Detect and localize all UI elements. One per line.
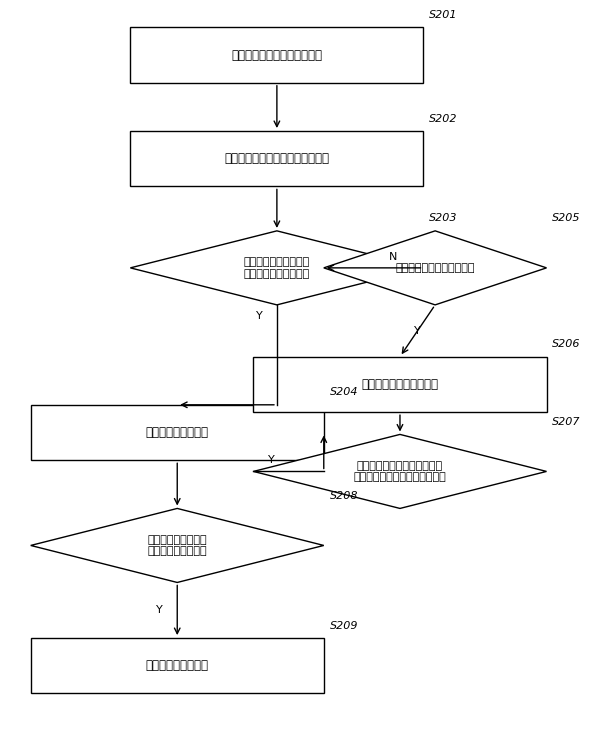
Text: 启动燃料电池发动机: 启动燃料电池发动机: [146, 426, 209, 439]
Polygon shape: [254, 435, 546, 508]
Text: S207: S207: [552, 417, 581, 427]
Text: S203: S203: [430, 213, 458, 224]
Text: 加热功率与允许持续充电功率
之和是否大于等于怠速发电功率: 加热功率与允许持续充电功率 之和是否大于等于怠速发电功率: [353, 461, 447, 482]
Text: S204: S204: [330, 387, 358, 398]
Text: Y: Y: [156, 606, 163, 615]
Text: 允许持续充电功率是否
大于等于怠速发电功率: 允许持续充电功率是否 大于等于怠速发电功率: [244, 257, 310, 279]
Text: 动力电池是否处于加热状态: 动力电池是否处于加热状态: [395, 263, 475, 273]
Text: S206: S206: [552, 340, 581, 349]
Text: Y: Y: [256, 311, 263, 321]
FancyBboxPatch shape: [130, 131, 424, 186]
Text: S205: S205: [552, 213, 581, 224]
Polygon shape: [324, 231, 546, 305]
Text: 获取动力电池的加热功率: 获取动力电池的加热功率: [362, 378, 438, 391]
Text: Y: Y: [414, 325, 421, 336]
Text: 获取动力电池的允许持续充电功率: 获取动力电池的允许持续充电功率: [224, 152, 329, 165]
Text: 停止燃料电池发动机: 停止燃料电池发动机: [146, 659, 209, 672]
Polygon shape: [130, 231, 424, 305]
Text: Y: Y: [268, 455, 274, 465]
FancyBboxPatch shape: [254, 357, 546, 412]
Text: N: N: [389, 252, 398, 262]
Text: 燃料电池发动机是否
符合预设的停机条件: 燃料电池发动机是否 符合预设的停机条件: [148, 535, 207, 557]
FancyBboxPatch shape: [130, 27, 424, 82]
Text: 接收混动模式开关的触发指令: 接收混动模式开关的触发指令: [231, 48, 322, 62]
Text: S209: S209: [330, 620, 358, 631]
Polygon shape: [31, 508, 324, 583]
FancyBboxPatch shape: [31, 405, 324, 461]
Text: S208: S208: [330, 491, 358, 501]
FancyBboxPatch shape: [31, 638, 324, 693]
Text: S201: S201: [430, 10, 458, 20]
Text: S202: S202: [430, 114, 458, 123]
